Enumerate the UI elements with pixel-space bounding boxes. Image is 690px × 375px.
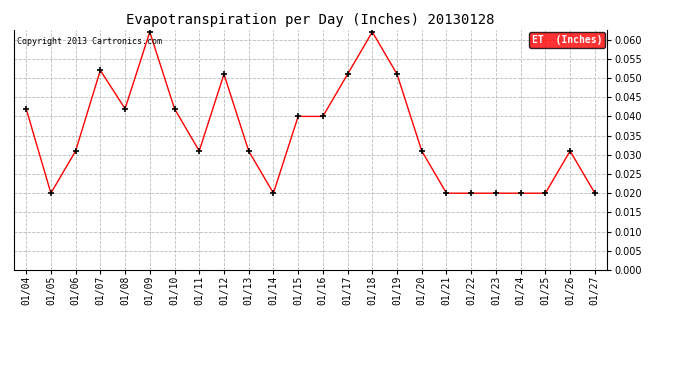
Legend: ET  (Inches): ET (Inches): [529, 32, 605, 48]
Title: Evapotranspiration per Day (Inches) 20130128: Evapotranspiration per Day (Inches) 2013…: [126, 13, 495, 27]
Text: Copyright 2013 Cartronics.com: Copyright 2013 Cartronics.com: [17, 37, 161, 46]
